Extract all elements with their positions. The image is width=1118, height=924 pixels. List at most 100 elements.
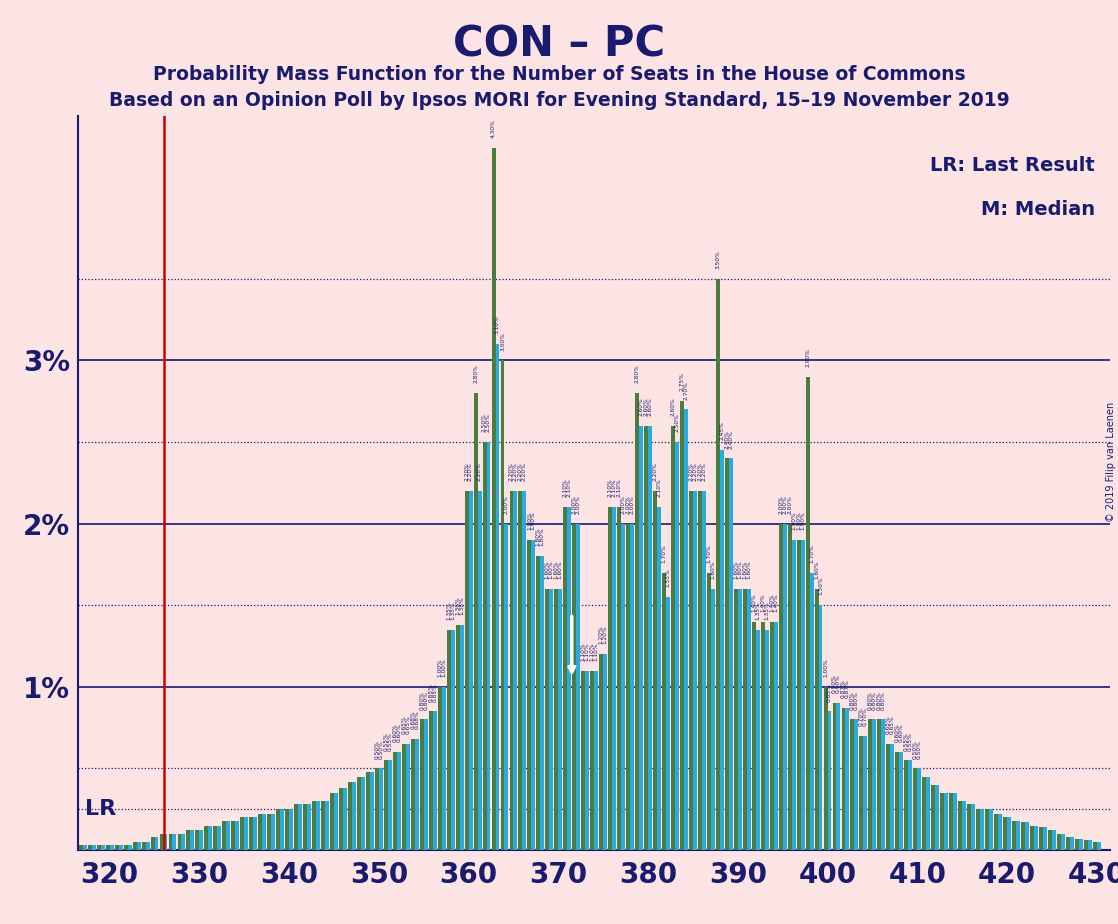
Bar	[756, 630, 760, 850]
Bar	[325, 801, 329, 850]
Bar	[585, 671, 589, 850]
Text: 1.35%: 1.35%	[755, 602, 760, 620]
Bar	[321, 801, 325, 850]
Text: 1.40%: 1.40%	[774, 593, 778, 612]
Bar	[392, 752, 397, 850]
Bar	[1052, 831, 1055, 850]
Bar	[631, 524, 634, 850]
Bar	[720, 450, 723, 850]
Bar	[954, 793, 957, 850]
Bar	[406, 744, 409, 850]
Text: 0.50%: 0.50%	[378, 740, 383, 759]
Bar	[397, 752, 400, 850]
Text: 2.50%: 2.50%	[674, 413, 680, 432]
Text: 1.60%: 1.60%	[737, 561, 742, 579]
Bar	[783, 524, 787, 850]
Text: 1.35%: 1.35%	[451, 602, 455, 620]
Text: 1.38%: 1.38%	[459, 596, 464, 615]
Bar	[935, 784, 939, 850]
Bar	[729, 458, 732, 850]
Text: Based on an Opinion Poll by Ipsos MORI for Evening Standard, 15–19 November 2019: Based on an Opinion Poll by Ipsos MORI f…	[108, 91, 1010, 110]
Bar	[824, 687, 827, 850]
Bar	[163, 833, 168, 850]
Bar	[370, 772, 373, 850]
Text: 2.10%: 2.10%	[562, 479, 568, 497]
Text: 0.60%: 0.60%	[899, 723, 903, 742]
Bar	[136, 842, 141, 850]
Bar	[797, 540, 800, 850]
Bar	[972, 805, 975, 850]
Text: 1.60%: 1.60%	[544, 561, 550, 579]
Bar	[765, 630, 769, 850]
Bar	[931, 784, 935, 850]
Bar	[106, 845, 110, 850]
Text: 1.00%: 1.00%	[437, 658, 443, 677]
Text: 1.60%: 1.60%	[549, 561, 553, 579]
Bar	[343, 788, 347, 850]
Bar	[567, 507, 571, 850]
Bar	[181, 833, 186, 850]
Text: 1.40%: 1.40%	[751, 593, 756, 612]
Text: 0.80%: 0.80%	[868, 691, 873, 710]
Bar	[980, 809, 984, 850]
Bar	[528, 540, 531, 850]
Bar	[836, 703, 841, 850]
Bar	[334, 793, 338, 850]
Text: 0.87%: 0.87%	[841, 679, 846, 699]
Text: 0.65%: 0.65%	[405, 715, 410, 735]
Bar	[1016, 821, 1020, 850]
Bar	[693, 491, 697, 850]
Bar	[290, 809, 293, 850]
Bar	[1012, 821, 1016, 850]
Bar	[779, 524, 783, 850]
Bar	[285, 809, 290, 850]
Text: 0.68%: 0.68%	[415, 711, 419, 729]
Bar	[401, 744, 406, 850]
Bar	[908, 760, 912, 850]
Bar	[226, 821, 230, 850]
Bar	[716, 279, 720, 850]
Bar	[818, 605, 823, 850]
Bar	[92, 845, 96, 850]
Bar	[800, 540, 805, 850]
Text: 0.80%: 0.80%	[881, 691, 885, 710]
Bar	[1057, 833, 1061, 850]
Text: 1.70%: 1.70%	[809, 544, 814, 563]
Text: 1.80%: 1.80%	[540, 528, 544, 546]
Text: 2.20%: 2.20%	[701, 462, 707, 481]
Text: 1.70%: 1.70%	[707, 544, 711, 563]
Bar	[662, 573, 666, 850]
Bar	[492, 148, 495, 850]
Bar	[495, 344, 500, 850]
Bar	[917, 769, 921, 850]
Text: 1.60%: 1.60%	[746, 561, 751, 579]
Text: 1.00%: 1.00%	[442, 658, 446, 677]
Text: 0.85%: 0.85%	[827, 683, 832, 701]
Text: 1.90%: 1.90%	[531, 511, 536, 530]
Text: Probability Mass Function for the Number of Seats in the House of Commons: Probability Mass Function for the Number…	[153, 65, 965, 84]
Bar	[890, 744, 894, 850]
Text: 0.85%: 0.85%	[433, 683, 437, 701]
Bar	[522, 491, 527, 850]
Text: 2.75%: 2.75%	[680, 372, 684, 392]
Bar	[299, 805, 302, 850]
Bar	[760, 622, 765, 850]
Text: 1.80%: 1.80%	[536, 528, 541, 546]
Bar	[459, 625, 464, 850]
Bar	[958, 801, 963, 850]
Text: 2.70%: 2.70%	[683, 381, 689, 399]
Bar	[142, 842, 145, 850]
Bar	[510, 491, 513, 850]
Text: 0.87%: 0.87%	[845, 679, 850, 699]
Text: 2.20%: 2.20%	[522, 462, 527, 481]
Bar	[474, 393, 477, 850]
Bar	[231, 821, 235, 850]
Text: 2.10%: 2.10%	[617, 479, 622, 497]
Bar	[442, 687, 446, 850]
Bar	[572, 524, 576, 850]
Text: 1.55%: 1.55%	[665, 568, 671, 588]
Text: 0.50%: 0.50%	[375, 740, 379, 759]
Bar	[599, 654, 604, 850]
Bar	[375, 769, 379, 850]
Bar	[383, 760, 388, 850]
